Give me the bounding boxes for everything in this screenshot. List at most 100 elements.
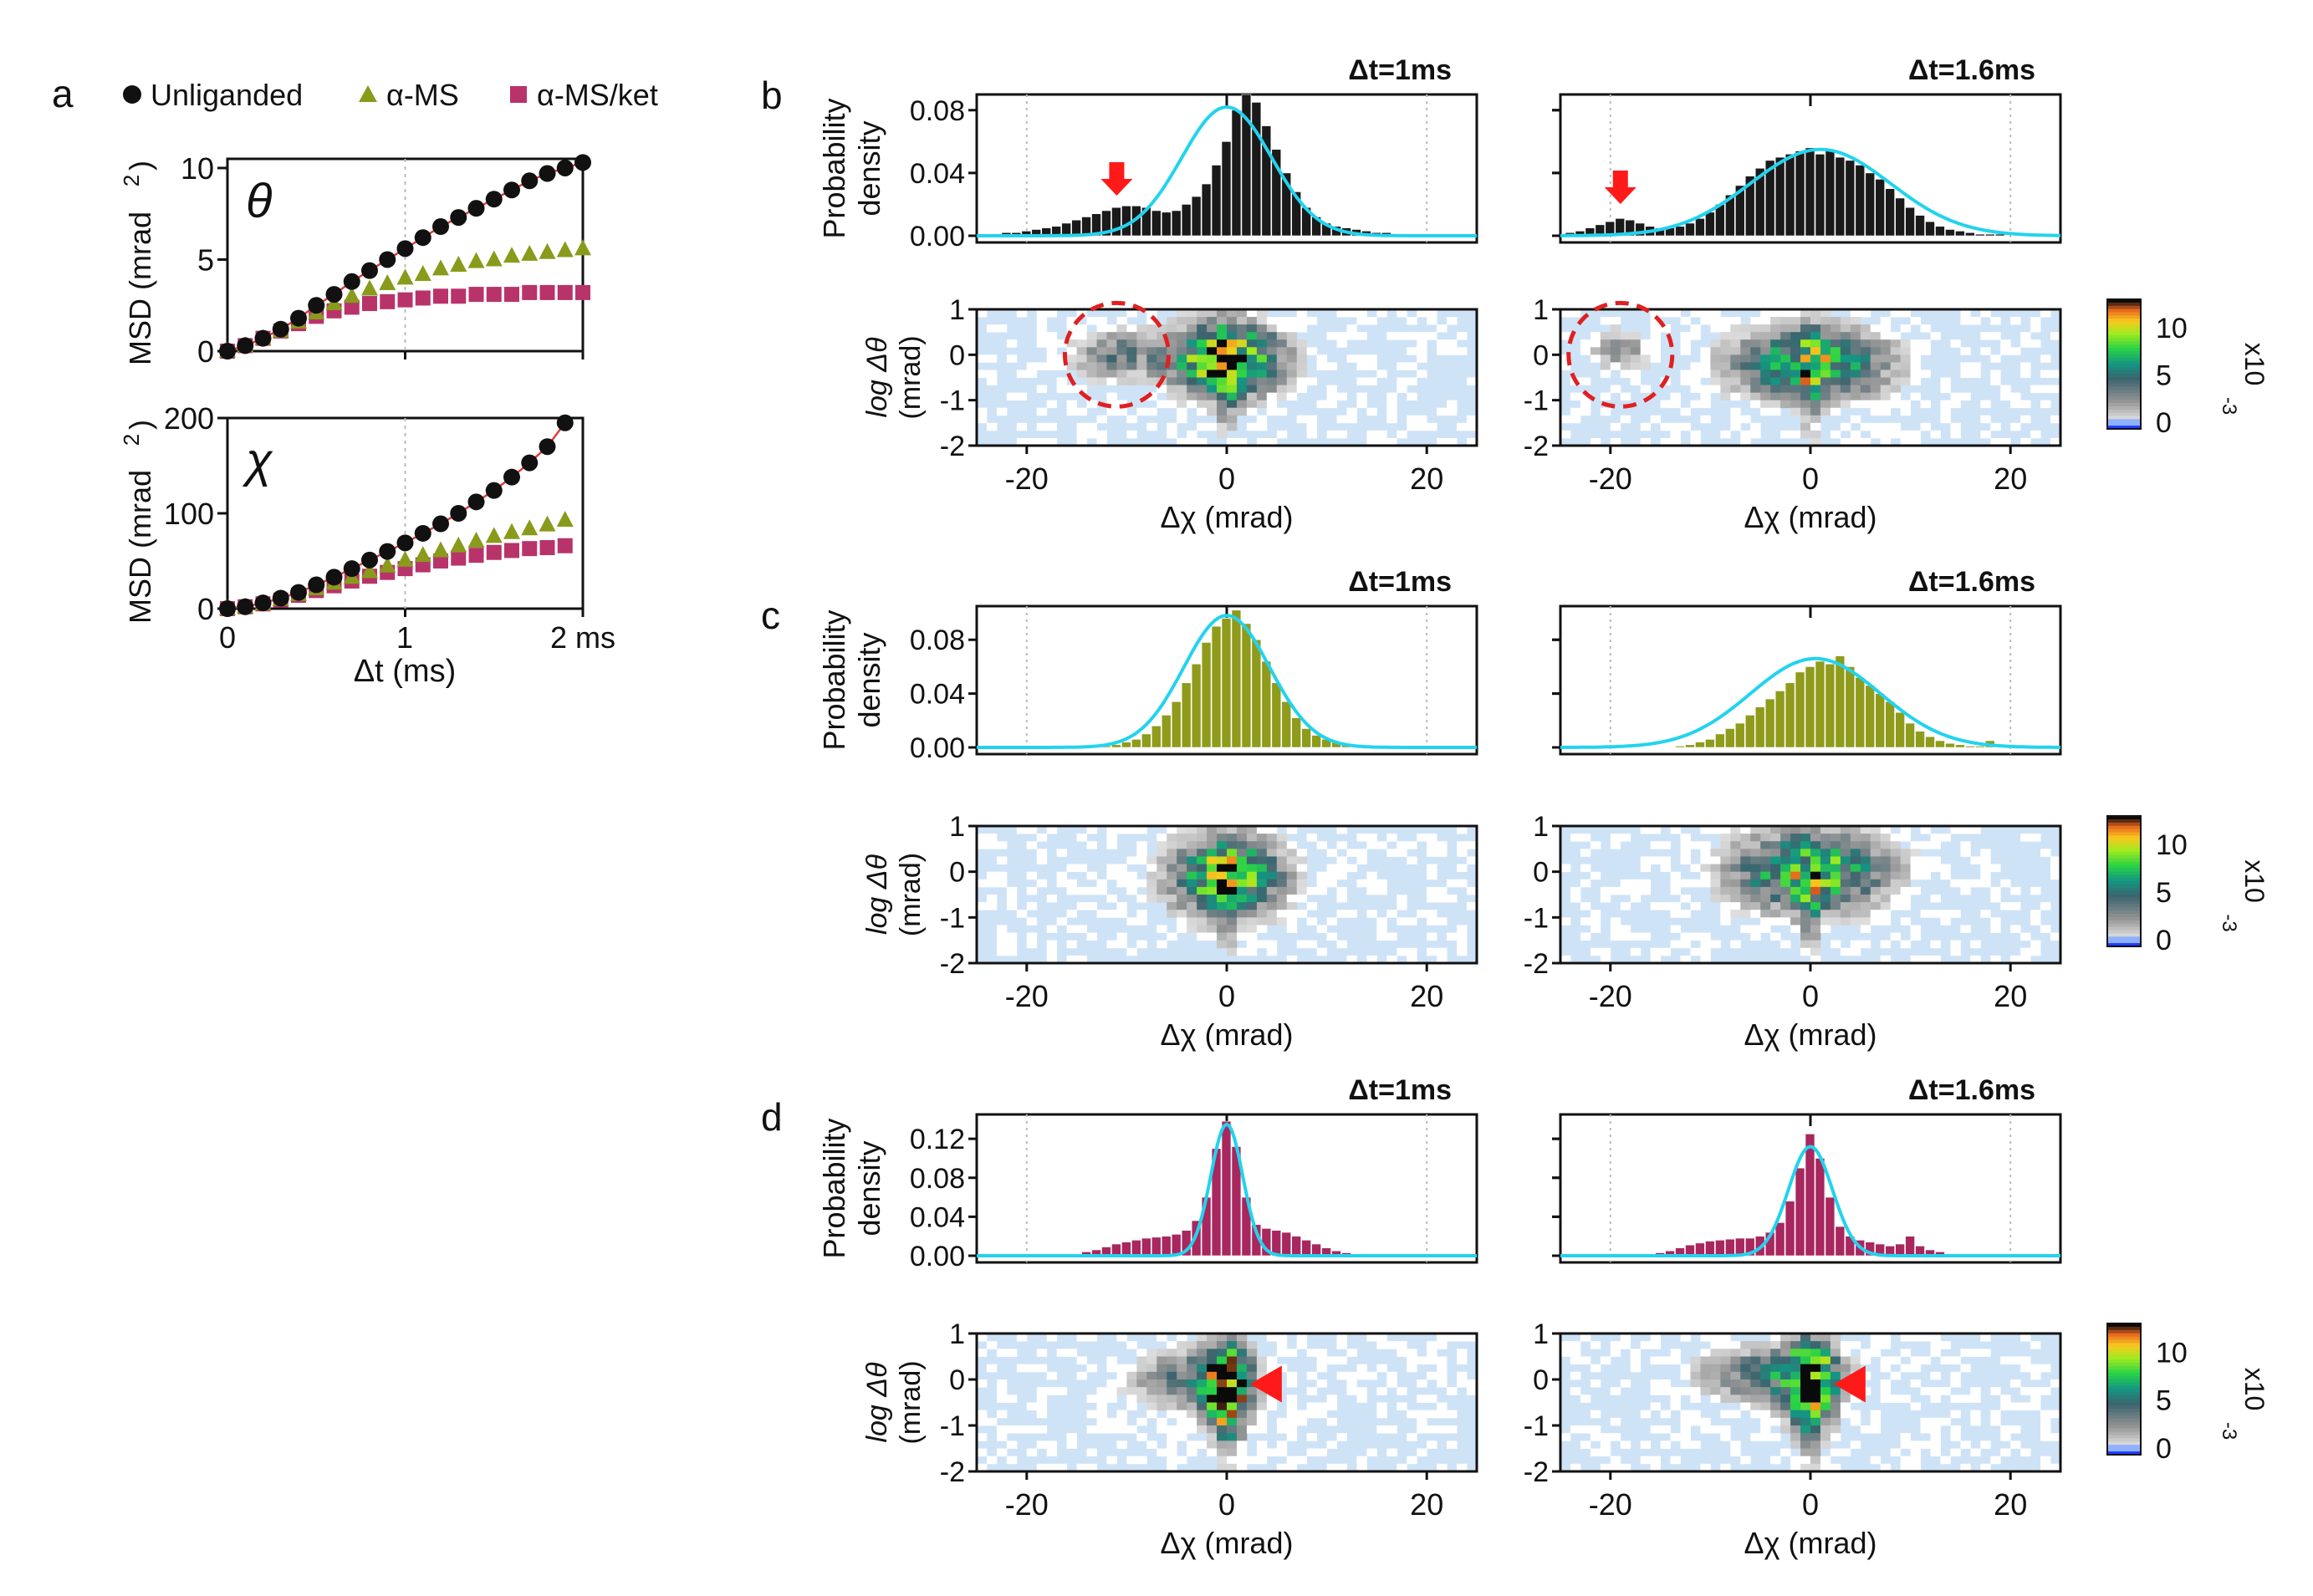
heatmap-cell — [1790, 902, 1801, 910]
heatmap-cell — [1256, 1356, 1268, 1365]
heatmap-cell — [1850, 1341, 1861, 1349]
heatmap-cell — [977, 834, 988, 842]
heatmap-cell — [1086, 902, 1097, 910]
heatmap-cell — [1246, 1425, 1258, 1434]
heatmap-cell — [1136, 1364, 1147, 1373]
heatmap-cell — [1640, 1440, 1652, 1449]
heatmap-cell — [1990, 422, 2001, 431]
heatmap-cell — [1930, 895, 1941, 903]
heatmap-cell — [1600, 1356, 1611, 1365]
heatmap-cell — [1580, 339, 1591, 348]
heatmap-cell — [1046, 354, 1058, 363]
heatmap-cell — [1266, 354, 1278, 363]
heatmap-cell — [1770, 856, 1781, 864]
heatmap-cell — [1890, 879, 1902, 888]
heatmap-cell — [1276, 1417, 1288, 1426]
heatmap-cell — [1860, 864, 1871, 873]
heatmap-cell — [1710, 377, 1721, 385]
heatmap-cell — [1610, 1417, 1621, 1426]
heatmap-cell — [1950, 1371, 1961, 1380]
heatmap-cell — [1136, 826, 1147, 834]
heatmap-cell — [1106, 377, 1117, 385]
heatmap-cell — [1720, 354, 1731, 363]
colorbar-tick-label: 0 — [2156, 1433, 2172, 1465]
heatmap-cell — [1790, 347, 1801, 355]
heatmap-cell — [1136, 1433, 1147, 1441]
heatmap-cell — [1346, 354, 1357, 363]
heatmap-cell — [1900, 834, 1911, 842]
heatmap-cell — [1710, 940, 1721, 949]
gaussian-fit-line — [1560, 147, 2060, 237]
heatmap-cell — [1457, 879, 1468, 888]
heatmap-cell — [1800, 864, 1811, 873]
hist-bar — [1231, 110, 1242, 237]
heatmap-cell — [1630, 1349, 1642, 1357]
heatmap-cell — [1116, 1387, 1127, 1395]
heatmap-cell — [2030, 324, 2041, 333]
heatmap-cell — [1417, 1417, 1427, 1426]
heatmap-cell — [1910, 841, 1921, 849]
colorbar-segment — [2107, 334, 2141, 339]
heatmap-cell — [2050, 415, 2061, 424]
heatmap-cell — [1770, 1364, 1781, 1373]
heatmap-cell — [1630, 895, 1642, 903]
heatmap-cell — [1427, 932, 1437, 941]
heatmap-cell — [1016, 422, 1028, 431]
heatmap-cell — [996, 841, 1008, 849]
data-point-amsket — [468, 548, 484, 563]
heatmap-cell — [2010, 347, 2021, 355]
x-tick-label: 0 — [1802, 1487, 1819, 1522]
heatmap-cell — [1820, 385, 1831, 394]
heatmap-cell — [2050, 370, 2061, 378]
heatmap-cell — [1266, 879, 1278, 888]
heatmap-cell — [1940, 377, 1951, 385]
heatmap-cell — [1326, 1417, 1337, 1426]
heatmap-cell — [1640, 932, 1652, 941]
heatmap-cell — [1940, 1456, 1951, 1465]
heatmap-cell — [1266, 1356, 1278, 1365]
heatmap-cell — [1970, 1410, 1981, 1419]
heatmap-cell — [1610, 925, 1621, 933]
heatmap-cell — [1146, 324, 1157, 333]
heatmap-cell — [1427, 422, 1437, 431]
hist-bar — [1754, 706, 1765, 748]
heatmap-cell — [1187, 317, 1197, 325]
colorbar-segment — [2107, 400, 2141, 404]
heatmap-cell — [1970, 1349, 1981, 1357]
heatmap-cell — [1880, 407, 1892, 416]
data-point-unliganded — [325, 569, 343, 586]
heatmap-cell — [1417, 910, 1427, 918]
heatmap-cell — [1246, 1456, 1258, 1465]
heatmap-cell — [1780, 430, 1791, 439]
heatmap-cell — [1167, 1364, 1177, 1373]
heatmap-cell — [1780, 1387, 1791, 1395]
heatmap-cell — [1256, 370, 1268, 378]
heatmap-cell — [1870, 895, 1882, 903]
heatmap-cell — [1910, 1356, 1921, 1365]
heatmap-cell — [1236, 309, 1248, 318]
heatmap-cell — [1366, 871, 1377, 880]
colorbar-segment — [2107, 864, 2141, 869]
heatmap-cell — [1870, 392, 1882, 401]
heatmap-cell — [1680, 1417, 1691, 1426]
heatmap-cell — [1850, 317, 1861, 325]
heatmap-cell — [1860, 392, 1871, 401]
heatmap-cell — [996, 1410, 1008, 1419]
heatmap-cell — [1076, 955, 1087, 964]
data-point-amsket — [486, 287, 502, 303]
heatmap-cell — [1266, 377, 1278, 385]
heatmap-cell — [1780, 917, 1791, 925]
heatmap-cell — [1136, 324, 1147, 333]
heatmap-cell — [1217, 1395, 1228, 1403]
heatmap-cell — [1316, 1410, 1327, 1419]
heatmap-cell — [1790, 324, 1801, 333]
heatmap-cell — [1700, 879, 1711, 888]
heatmap-cell — [2040, 400, 2051, 409]
heatmap-cell — [1156, 370, 1167, 378]
heatmap-cell — [1396, 1387, 1407, 1395]
heatmap-cell — [1146, 362, 1157, 370]
heatmap-cell — [1266, 347, 1278, 355]
heatmap-cell — [1780, 895, 1791, 903]
y-tick-label: 1 — [949, 1318, 965, 1350]
heatmap-cell — [1086, 1364, 1097, 1373]
